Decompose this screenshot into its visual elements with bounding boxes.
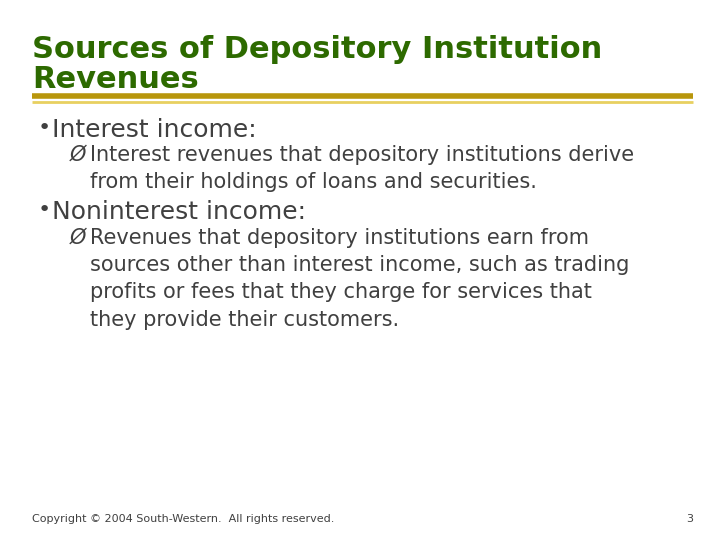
Text: Sources of Depository Institution: Sources of Depository Institution [32,35,602,64]
Text: Noninterest income:: Noninterest income: [52,200,306,224]
Text: Revenues: Revenues [32,65,199,94]
Text: Interest revenues that depository institutions derive
from their holdings of loa: Interest revenues that depository instit… [90,145,634,192]
Text: 3: 3 [686,514,693,524]
Text: •: • [38,200,51,220]
Text: •: • [38,118,51,138]
Text: Ø: Ø [70,228,86,248]
Text: Ø: Ø [70,145,86,165]
Text: Copyright © 2004 South-Western.  All rights reserved.: Copyright © 2004 South-Western. All righ… [32,514,334,524]
Text: Interest income:: Interest income: [52,118,256,142]
Text: Revenues that depository institutions earn from
sources other than interest inco: Revenues that depository institutions ea… [90,228,629,329]
